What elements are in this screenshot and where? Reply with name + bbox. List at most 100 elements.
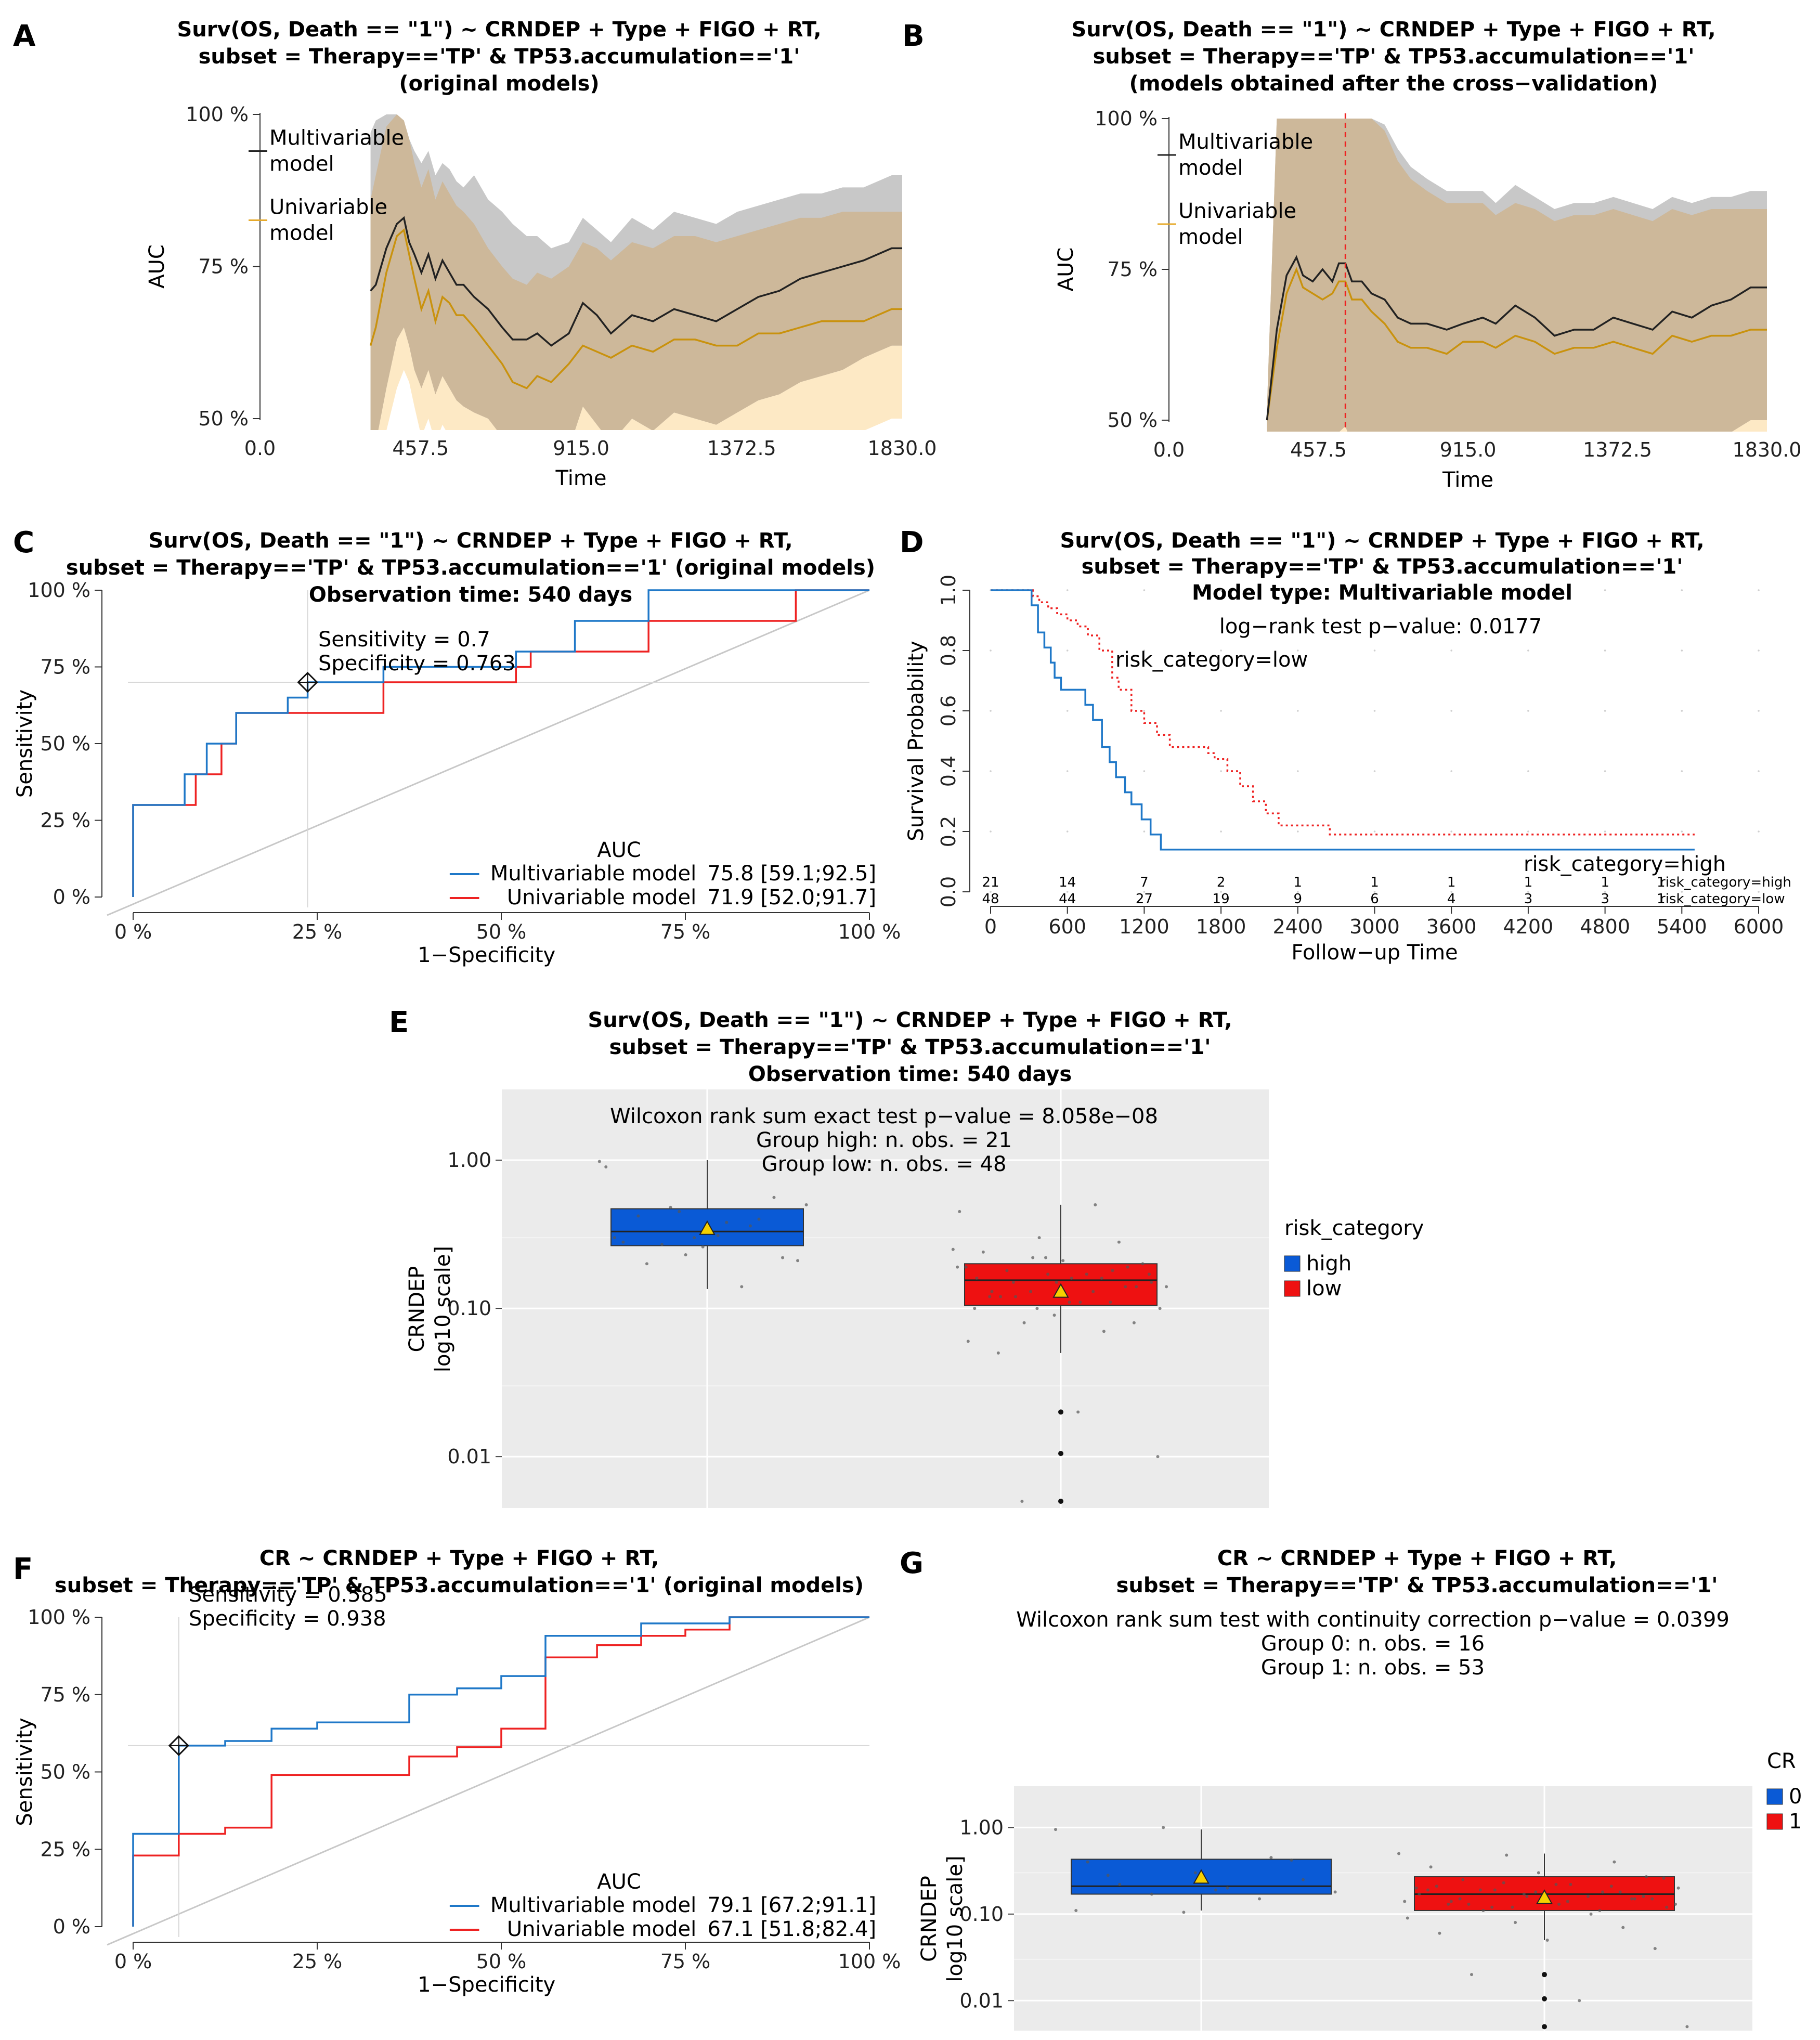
- y-axis-label: CRNDEP: [917, 1876, 941, 1962]
- data-point: [1569, 1882, 1572, 1886]
- box-plot-G: 1.00 0.10 0.01 CRNDEP log10 scale] Wilcoxon r…: [917, 1608, 1802, 2031]
- y-tick-label: 100 %: [186, 103, 249, 126]
- data-point: [1005, 1269, 1009, 1272]
- grid-dot: [1297, 710, 1299, 712]
- grid-dot: [1066, 830, 1069, 833]
- label-risk-low: risk_category=low: [1115, 648, 1308, 672]
- x-tick-label: 1800: [1196, 915, 1246, 938]
- box-group-0: [1054, 1826, 1337, 1914]
- data-point: [1150, 1892, 1153, 1896]
- y-tick-label: 0.0: [937, 876, 960, 907]
- panel-G-title-line: subset = Therapy=='TP' & TP53.accumulati…: [1116, 1574, 1718, 1597]
- data-point: [1609, 1885, 1613, 1888]
- data-point: [1258, 1897, 1261, 1901]
- data-point: [1076, 1410, 1080, 1414]
- data-point: [956, 1265, 959, 1269]
- x-tick-label: 50 %: [476, 920, 527, 943]
- grid-dot: [1373, 770, 1376, 772]
- data-point: [1665, 1905, 1669, 1909]
- data-point: [1052, 1314, 1056, 1317]
- outlier-point: [1542, 1972, 1547, 1978]
- legend-model-name: Univariable model: [507, 886, 696, 909]
- panel-B-title-line: (models obtained after the cross−validat…: [1129, 72, 1658, 96]
- y-tick-label: 25 %: [40, 1838, 90, 1861]
- grid-dot: [1066, 589, 1069, 591]
- data-point: [1449, 1900, 1453, 1903]
- data-point: [669, 1205, 672, 1209]
- grid-dot: [1450, 770, 1452, 772]
- univariable-roc-curve: [132, 1616, 869, 1927]
- y-tick-label: 0.6: [937, 695, 960, 726]
- at-risk-high-count: 7: [1140, 875, 1149, 890]
- data-point: [1514, 1920, 1517, 1924]
- data-point: [1645, 1875, 1648, 1879]
- panel-E-title-line: Observation time: 540 days: [748, 1062, 1072, 1086]
- data-point: [1554, 1882, 1558, 1886]
- data-point: [1141, 1262, 1145, 1266]
- y-axis-label: Sensitivity: [13, 690, 37, 798]
- data-point: [1046, 1272, 1050, 1276]
- grid-dot: [1297, 770, 1299, 772]
- panel-B-title-line: subset = Therapy=='TP' & TP53.accumulati…: [1093, 45, 1695, 69]
- x-tick-label: 25 %: [292, 920, 343, 943]
- y-axis-label: AUC: [145, 244, 169, 289]
- data-point: [973, 1307, 977, 1310]
- y-axis-label: Survival Probability: [904, 641, 928, 841]
- auc-plot-A: 50 % 75 % 100 % AUC 0.0 457.5 915.0 1372.5 1830.…: [145, 103, 937, 490]
- data-point: [1662, 1876, 1666, 1880]
- data-point: [748, 1224, 752, 1228]
- data-point: [1403, 1900, 1407, 1903]
- panel-letter-E: E: [389, 1006, 409, 1040]
- x-axis-label: 1−Specificity: [418, 1973, 555, 1997]
- at-risk-low-count: 48: [982, 891, 999, 907]
- data-point: [645, 1262, 648, 1266]
- data-point: [981, 1250, 985, 1254]
- data-point: [1074, 1908, 1078, 1912]
- y-axis-label: Sensitivity: [13, 1718, 37, 1826]
- y-tick-label: 0 %: [53, 886, 90, 908]
- grid-dot: [1143, 830, 1146, 833]
- data-point: [1650, 1897, 1654, 1901]
- x-tick-label: 457.5: [1290, 438, 1347, 461]
- x-axis-label: Follow−up Time: [1291, 941, 1458, 965]
- legend-model-name: Multivariable model: [490, 1893, 696, 1917]
- panel-letter-C: C: [13, 526, 34, 560]
- y-axis-label: log10 scale]: [431, 1246, 455, 1372]
- data-point: [958, 1210, 961, 1213]
- grid-dot: [1758, 830, 1760, 833]
- data-point: [1111, 1269, 1114, 1272]
- legend-key-1: [1766, 1813, 1783, 1830]
- grid-dot: [1220, 589, 1222, 591]
- data-point: [1525, 1894, 1529, 1898]
- legend-title: risk_category: [1284, 1216, 1424, 1240]
- x-tick-label: 3000: [1349, 915, 1400, 938]
- grid-dot: [1450, 710, 1452, 712]
- legend-multivariable-label: Multivariable: [269, 126, 404, 150]
- data-point: [1566, 1900, 1569, 1903]
- x-tick-label: 1372.5: [1583, 438, 1652, 461]
- y-tick-label: 50 %: [40, 1761, 90, 1784]
- y-tick-label: 0.10: [959, 1903, 1004, 1926]
- data-point: [1102, 1330, 1106, 1333]
- x-tick-label: 50 %: [476, 1950, 527, 1973]
- data-point: [684, 1253, 687, 1256]
- data-point: [1447, 1902, 1450, 1906]
- y-tick-label: 1.00: [447, 1149, 491, 1172]
- grid-dot: [1297, 891, 1299, 893]
- data-point: [1414, 1886, 1418, 1890]
- data-point: [1493, 1888, 1497, 1892]
- at-risk-high-count: 1: [1524, 875, 1533, 890]
- panel-letter-F: F: [13, 1552, 33, 1586]
- grid-dot: [1143, 649, 1146, 652]
- grid-dot: [1527, 891, 1529, 893]
- grid-dot: [1681, 589, 1683, 591]
- outlier-point: [1058, 1498, 1063, 1504]
- data-point: [966, 1340, 970, 1343]
- x-axis-label: Time: [555, 466, 607, 490]
- outlier-point: [1542, 2024, 1547, 2030]
- data-point: [1165, 1285, 1168, 1289]
- data-point: [1126, 1265, 1129, 1269]
- x-tick-label: 5400: [1657, 915, 1707, 938]
- grid-dot: [1758, 589, 1760, 591]
